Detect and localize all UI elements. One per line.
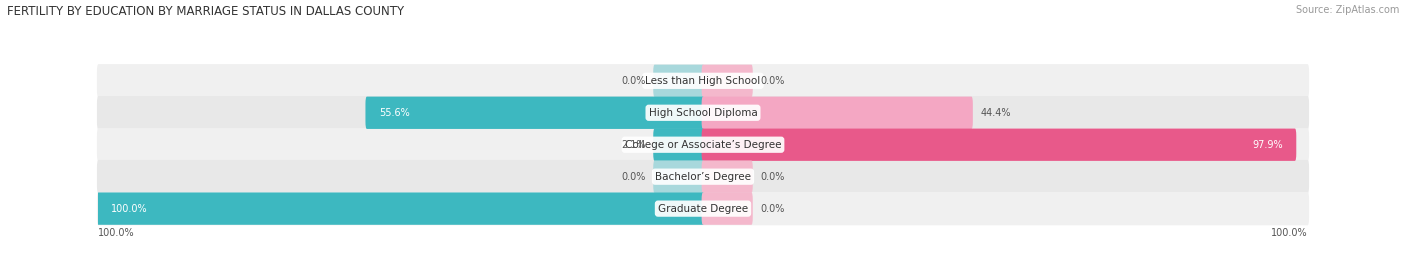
Text: Graduate Degree: Graduate Degree (658, 204, 748, 214)
FancyBboxPatch shape (97, 192, 1309, 225)
Text: 100.0%: 100.0% (98, 228, 135, 239)
FancyBboxPatch shape (97, 192, 704, 225)
Text: 2.1%: 2.1% (621, 140, 645, 150)
Text: 55.6%: 55.6% (380, 108, 409, 118)
FancyBboxPatch shape (702, 65, 752, 97)
Text: 0.0%: 0.0% (621, 172, 645, 182)
FancyBboxPatch shape (97, 160, 1309, 193)
FancyBboxPatch shape (97, 64, 1309, 98)
Text: Source: ZipAtlas.com: Source: ZipAtlas.com (1295, 5, 1399, 15)
FancyBboxPatch shape (97, 128, 1309, 161)
FancyBboxPatch shape (702, 161, 752, 193)
FancyBboxPatch shape (702, 129, 1296, 161)
Text: Bachelor’s Degree: Bachelor’s Degree (655, 172, 751, 182)
FancyBboxPatch shape (654, 65, 704, 97)
Text: FERTILITY BY EDUCATION BY MARRIAGE STATUS IN DALLAS COUNTY: FERTILITY BY EDUCATION BY MARRIAGE STATU… (7, 5, 404, 18)
FancyBboxPatch shape (702, 96, 973, 129)
FancyBboxPatch shape (97, 96, 1309, 129)
Text: College or Associate’s Degree: College or Associate’s Degree (624, 140, 782, 150)
Text: 100.0%: 100.0% (111, 204, 148, 214)
Text: 0.0%: 0.0% (761, 204, 785, 214)
Text: 97.9%: 97.9% (1253, 140, 1282, 150)
Text: 0.0%: 0.0% (761, 172, 785, 182)
Text: 44.4%: 44.4% (980, 108, 1011, 118)
Text: High School Diploma: High School Diploma (648, 108, 758, 118)
Text: 0.0%: 0.0% (761, 76, 785, 86)
FancyBboxPatch shape (702, 192, 752, 225)
FancyBboxPatch shape (366, 96, 704, 129)
Text: 100.0%: 100.0% (1271, 228, 1308, 239)
Text: 0.0%: 0.0% (621, 76, 645, 86)
Text: Less than High School: Less than High School (645, 76, 761, 86)
FancyBboxPatch shape (654, 129, 704, 161)
FancyBboxPatch shape (654, 161, 704, 193)
